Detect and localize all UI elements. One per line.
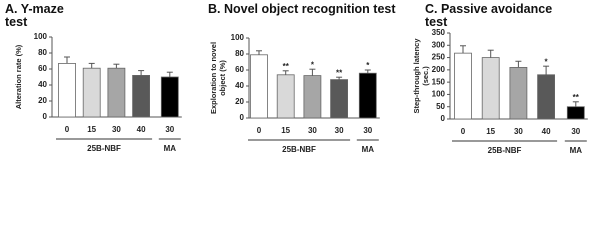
y-tick-label: 350 [432, 28, 446, 37]
chart-title: A. Y-maze test [5, 2, 64, 29]
x-tick-label: 15 [486, 127, 495, 136]
y-tick-label: 80 [38, 48, 47, 57]
bar [509, 67, 528, 120]
y-tick-label: 0 [43, 112, 48, 121]
x-tick-label: 30 [514, 127, 523, 136]
y-tick-label: 20 [38, 96, 47, 105]
x-tick-label: 40 [542, 127, 551, 136]
y-axis-label: Exploration to novel object (%) [209, 41, 227, 115]
group-label: MA [362, 145, 375, 154]
x-tick-label: 30 [165, 125, 174, 134]
x-tick-label: 0 [65, 125, 70, 134]
x-tick-label: 30 [335, 126, 344, 135]
y-tick-label: 300 [432, 40, 446, 49]
chart-area: 0 20 40 60 80 100 0 15 30 40 30 25B-NBF MA 0 20 40 60 80 1… [34, 28, 588, 155]
group-label: MA [164, 144, 177, 153]
bar [107, 67, 126, 118]
bar [358, 72, 377, 119]
significance-label: * [366, 61, 370, 70]
y-tick-label: 60 [38, 64, 47, 73]
bar [566, 106, 585, 120]
y-axis-label: Step-through latency (sec.) [412, 38, 430, 114]
x-tick-label: 30 [571, 127, 580, 136]
x-tick-label: 30 [112, 125, 121, 134]
x-tick-label: 40 [137, 125, 146, 134]
bar [250, 54, 268, 119]
bar [82, 67, 101, 118]
significance-label: ** [283, 62, 290, 71]
y-tick-label: 40 [38, 80, 47, 89]
x-tick-label: 30 [363, 126, 372, 135]
x-tick-label: 0 [461, 127, 466, 136]
significance-label: ** [336, 68, 343, 77]
bar [303, 75, 322, 119]
group-label: 25B-NBF [488, 146, 522, 155]
y-tick-label: 150 [432, 77, 446, 86]
y-tick-label: 0 [441, 114, 446, 123]
chart-title: B. Novel object recognition test [208, 2, 396, 16]
group-label: MA [570, 146, 583, 155]
y-tick-label: 250 [432, 53, 446, 62]
y-tick-label: 40 [235, 81, 244, 90]
bar [160, 76, 179, 118]
x-tick-label: 15 [281, 126, 290, 135]
bar [481, 57, 500, 120]
y-tick-label: 100 [432, 90, 446, 99]
significance-label: * [545, 57, 549, 66]
bar [276, 74, 295, 119]
bar [58, 63, 76, 118]
group-label: 25B-NBF [282, 145, 316, 154]
bar [330, 79, 349, 119]
bar [537, 74, 555, 120]
significance-label: ** [573, 93, 580, 102]
y-tick-label: 100 [231, 33, 245, 42]
group-label: 25B-NBF [87, 144, 121, 153]
y-tick-label: 80 [235, 49, 244, 58]
bar [132, 75, 151, 118]
x-tick-label: 0 [257, 126, 262, 135]
x-tick-label: 30 [308, 126, 317, 135]
significance-label: * [311, 60, 315, 69]
y-tick-label: 20 [235, 97, 244, 106]
y-tick-label: 200 [432, 65, 446, 74]
bar [454, 52, 472, 120]
y-tick-label: 50 [436, 102, 445, 111]
chart-title: C. Passive avoidance test [425, 2, 553, 29]
y-axis-label: Alteration rate (%) [13, 44, 23, 110]
y-tick-label: 0 [240, 113, 245, 122]
x-tick-label: 15 [87, 125, 96, 134]
y-tick-label: 60 [235, 65, 244, 74]
y-tick-label: 100 [34, 32, 48, 41]
figure: {"chart_data": [ {"type": "bar", "title"… [5, 2, 588, 156]
